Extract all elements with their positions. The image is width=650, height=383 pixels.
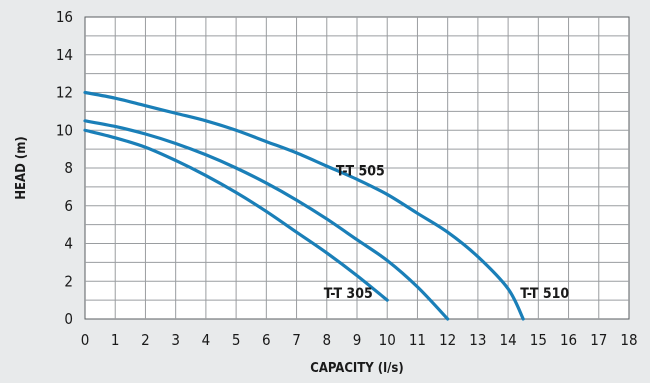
x-tick-label: 10 <box>379 331 396 349</box>
series-label: T-T 305 <box>324 286 373 302</box>
y-tick-label: 8 <box>64 159 73 177</box>
tick-labels: 0 1 2 3 4 5 6 7 8 9 10 11 12 13 14 15 16 17 18024681012141… <box>56 8 638 349</box>
x-tick-label: 18 <box>620 331 637 349</box>
y-tick-label: 12 <box>56 84 73 102</box>
y-tick-label: 2 <box>64 272 73 290</box>
x-axis-title: CAPACITY (l/s) <box>310 361 403 376</box>
y-tick-label: 4 <box>64 235 73 253</box>
x-tick-label: 17 <box>590 331 607 349</box>
x-tick-label: 12 <box>439 331 456 349</box>
y-tick-label: 14 <box>56 46 73 64</box>
x-tick-label: 2 <box>141 331 150 349</box>
grid <box>85 17 629 319</box>
series-annotations: T-T 305 T-T 505 T-T 510 <box>324 164 570 303</box>
x-tick-label: 6 <box>262 331 271 349</box>
x-tick-label: 1 <box>111 331 120 349</box>
x-tick-label: 15 <box>530 331 547 349</box>
y-tick-label: 16 <box>56 8 73 26</box>
series-label: T-T 505 <box>336 164 385 180</box>
x-tick-label: 5 <box>232 331 241 349</box>
x-tick-label: 16 <box>560 331 577 349</box>
series-line-t-t-305 <box>83 128 389 302</box>
x-tick-label: 13 <box>469 331 486 349</box>
x-tick-label: 4 <box>202 331 211 349</box>
y-tick-label: 0 <box>64 310 73 328</box>
x-tick-label: 8 <box>322 331 331 349</box>
series-line-t-t-510 <box>83 90 525 321</box>
y-axis-title: HEAD (m) <box>14 136 29 200</box>
series-line-t-t-505 <box>83 119 450 321</box>
series-label: T-T 510 <box>520 286 569 302</box>
x-tick-label: 0 <box>81 331 90 349</box>
y-tick-label: 6 <box>64 197 73 215</box>
x-tick-label: 9 <box>353 331 362 349</box>
y-tick-label: 10 <box>56 121 73 139</box>
x-tick-label: 3 <box>171 331 180 349</box>
series-lines <box>83 90 525 321</box>
x-tick-label: 11 <box>409 331 426 349</box>
x-tick-label: 14 <box>500 331 517 349</box>
x-tick-label: 7 <box>292 331 301 349</box>
